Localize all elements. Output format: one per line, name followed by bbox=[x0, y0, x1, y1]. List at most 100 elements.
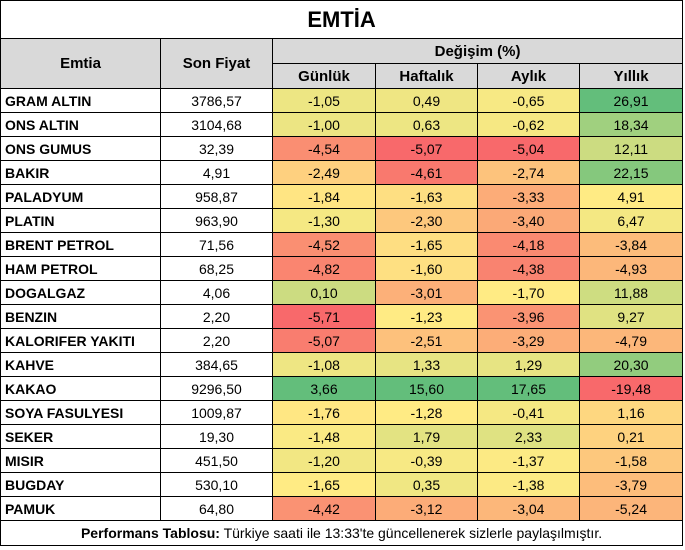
last-price: 4,91 bbox=[160, 160, 273, 185]
yillik-change: -5,24 bbox=[578, 496, 684, 521]
aylik-change: -1,38 bbox=[477, 472, 580, 497]
table-row: PALADYUM 958,87 -1,84 -1,63 -3,33 4,91 bbox=[0, 184, 684, 209]
commodity-name: GRAM ALTIN bbox=[0, 88, 161, 113]
gunluk-change: 0,10 bbox=[272, 280, 376, 305]
last-price: 2,20 bbox=[160, 304, 273, 329]
aylik-change: -2,74 bbox=[477, 160, 580, 185]
haftalik-change: -0,39 bbox=[375, 448, 478, 473]
aylik-change: -0,62 bbox=[477, 112, 580, 137]
yillik-change: 4,91 bbox=[578, 184, 684, 209]
commodity-name: KAKAO bbox=[0, 376, 161, 401]
gunluk-change: -5,71 bbox=[272, 304, 376, 329]
last-price: 1009,87 bbox=[160, 400, 273, 425]
commodity-name: KALORIFER YAKITI bbox=[0, 328, 161, 353]
haftalik-change: -2,51 bbox=[375, 328, 478, 353]
table-row: SOYA FASULYESI 1009,87 -1,76 -1,28 -0,41 1,16 bbox=[0, 400, 684, 425]
haftalik-change: -3,01 bbox=[375, 280, 478, 305]
aylik-change: -3,29 bbox=[477, 328, 580, 353]
aylik-change: 1,29 bbox=[477, 352, 580, 377]
aylik-change: -1,70 bbox=[477, 280, 580, 305]
header-emtia: Emtia bbox=[0, 38, 161, 89]
table-row: BENZIN 2,20 -5,71 -1,23 -3,96 9,27 bbox=[0, 304, 684, 329]
last-price: 9296,50 bbox=[160, 376, 273, 401]
gunluk-change: -1,00 bbox=[272, 112, 376, 137]
gunluk-change: -1,30 bbox=[272, 208, 376, 233]
yillik-change: 22,15 bbox=[578, 160, 684, 185]
gunluk-change: -4,82 bbox=[272, 256, 376, 281]
yillik-change: 11,88 bbox=[578, 280, 684, 305]
aylik-change: -0,65 bbox=[477, 88, 580, 113]
aylik-change: -3,33 bbox=[477, 184, 580, 209]
table-row: PLATIN 963,90 -1,30 -2,30 -3,40 6,47 bbox=[0, 208, 684, 233]
table-row: BUGDAY 530,10 -1,65 0,35 -1,38 -3,79 bbox=[0, 472, 684, 497]
table-row: GRAM ALTIN 3786,57 -1,05 0,49 -0,65 26,91 bbox=[0, 88, 684, 113]
header-haftalik: Haftalık bbox=[375, 63, 478, 89]
gunluk-change: 3,66 bbox=[272, 376, 376, 401]
header-son-fiyat: Son Fiyat bbox=[160, 38, 273, 89]
gunluk-change: -5,07 bbox=[272, 328, 376, 353]
commodity-name: BRENT PETROL bbox=[0, 232, 161, 257]
table-row: DOGALGAZ 4,06 0,10 -3,01 -1,70 11,88 bbox=[0, 280, 684, 305]
haftalik-change: 0,35 bbox=[375, 472, 478, 497]
footer-text: Türkiye saati ile 13:33'te güncellenerek… bbox=[219, 525, 603, 541]
commodity-name: ONS GUMUS bbox=[0, 136, 161, 161]
commodity-name: PALADYUM bbox=[0, 184, 161, 209]
gunluk-change: -1,05 bbox=[272, 88, 376, 113]
yillik-change: -4,79 bbox=[578, 328, 684, 353]
commodity-name: SEKER bbox=[0, 424, 161, 449]
yillik-change: 6,47 bbox=[578, 208, 684, 233]
last-price: 4,06 bbox=[160, 280, 273, 305]
table-row: ONS ALTIN 3104,68 -1,00 0,63 -0,62 18,34 bbox=[0, 112, 684, 137]
table-row: BAKIR 4,91 -2,49 -4,61 -2,74 22,15 bbox=[0, 160, 684, 185]
last-price: 71,56 bbox=[160, 232, 273, 257]
commodity-name: KAHVE bbox=[0, 352, 161, 377]
last-price: 3786,57 bbox=[160, 88, 273, 113]
last-price: 32,39 bbox=[160, 136, 273, 161]
footer-note: Performans Tablosu: Türkiye saati ile 13… bbox=[0, 520, 684, 546]
yillik-change: 0,21 bbox=[578, 424, 684, 449]
last-price: 64,80 bbox=[160, 496, 273, 521]
commodity-name: PAMUK bbox=[0, 496, 161, 521]
gunluk-change: -1,76 bbox=[272, 400, 376, 425]
aylik-change: -3,04 bbox=[477, 496, 580, 521]
table-body: GRAM ALTIN 3786,57 -1,05 0,49 -0,65 26,91 ONS … bbox=[0, 88, 684, 521]
yillik-change: 12,11 bbox=[578, 136, 684, 161]
haftalik-change: -1,28 bbox=[375, 400, 478, 425]
yillik-change: -1,58 bbox=[578, 448, 684, 473]
haftalik-change: 0,49 bbox=[375, 88, 478, 113]
haftalik-change: -2,30 bbox=[375, 208, 478, 233]
header-degisim: Değişim (%) bbox=[271, 38, 684, 64]
gunluk-change: -1,48 bbox=[272, 424, 376, 449]
gunluk-change: -4,52 bbox=[272, 232, 376, 257]
yillik-change: 20,30 bbox=[578, 352, 684, 377]
last-price: 19,30 bbox=[160, 424, 273, 449]
table-row: MISIR 451,50 -1,20 -0,39 -1,37 -1,58 bbox=[0, 448, 684, 473]
yillik-change: -3,84 bbox=[578, 232, 684, 257]
commodity-name: BUGDAY bbox=[0, 472, 161, 497]
aylik-change: -5,04 bbox=[477, 136, 580, 161]
haftalik-change: 0,63 bbox=[375, 112, 478, 137]
yillik-change: 26,91 bbox=[578, 88, 684, 113]
haftalik-change: 1,79 bbox=[375, 424, 478, 449]
last-price: 958,87 bbox=[160, 184, 273, 209]
aylik-change: -0,41 bbox=[477, 400, 580, 425]
commodity-name: HAM PETROL bbox=[0, 256, 161, 281]
aylik-change: 17,65 bbox=[477, 376, 580, 401]
table-row: PAMUK 64,80 -4,42 -3,12 -3,04 -5,24 bbox=[0, 496, 684, 521]
last-price: 530,10 bbox=[160, 472, 273, 497]
yillik-change: -3,79 bbox=[578, 472, 684, 497]
header-gunluk: Günlük bbox=[272, 63, 376, 89]
commodity-name: SOYA FASULYESI bbox=[0, 400, 161, 425]
table-row: HAM PETROL 68,25 -4,82 -1,60 -4,38 -4,93 bbox=[0, 256, 684, 281]
header-yillik: Yıllık bbox=[578, 63, 684, 89]
haftalik-change: -1,23 bbox=[375, 304, 478, 329]
aylik-change: -4,38 bbox=[477, 256, 580, 281]
aylik-change: -3,96 bbox=[477, 304, 580, 329]
last-price: 2,20 bbox=[160, 328, 273, 353]
yillik-change: -19,48 bbox=[578, 376, 684, 401]
gunluk-change: -1,84 bbox=[272, 184, 376, 209]
yillik-change: 1,16 bbox=[578, 400, 684, 425]
aylik-change: -4,18 bbox=[477, 232, 580, 257]
table-title: EMTİA bbox=[0, 0, 684, 39]
